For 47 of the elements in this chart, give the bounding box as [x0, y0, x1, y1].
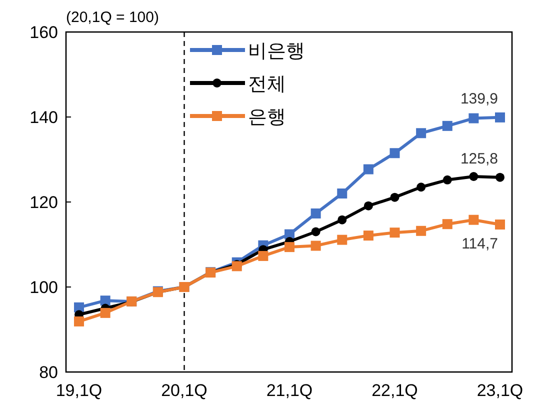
point — [442, 219, 452, 230]
point — [416, 226, 426, 236]
point — [337, 188, 348, 198]
legend-label: 은행 — [248, 107, 286, 128]
point — [100, 296, 110, 306]
y-tick-label: 140 — [30, 108, 58, 127]
point — [390, 148, 400, 158]
point — [310, 240, 321, 251]
data-label: 139,9 — [460, 90, 498, 108]
point — [337, 234, 348, 245]
point — [363, 164, 374, 174]
point — [442, 120, 452, 131]
point — [310, 208, 321, 218]
point — [495, 220, 505, 230]
x-tick-label: 21,1Q — [266, 381, 313, 400]
y-tick-label: 120 — [30, 193, 58, 212]
point — [469, 172, 478, 181]
text: (20,1Q = 100) — [66, 9, 159, 26]
point — [311, 227, 320, 236]
point — [416, 128, 426, 138]
legend-label: 비은행 — [248, 41, 305, 62]
point — [338, 215, 347, 224]
x-tick-label: 20,1Q — [161, 381, 208, 400]
data-label: 114,7 — [462, 236, 498, 253]
point — [468, 214, 479, 225]
point — [495, 112, 505, 122]
y-tick-label: 80 — [39, 363, 58, 382]
y-tick-label: 100 — [30, 278, 58, 297]
y-tick-label: 160 — [30, 23, 58, 42]
x-tick-label: 22,1Q — [372, 381, 418, 400]
point — [284, 242, 294, 252]
point — [232, 261, 242, 272]
point — [468, 113, 479, 124]
point — [100, 308, 110, 318]
point — [442, 175, 452, 184]
point — [496, 172, 504, 182]
x-tick-label: 19,1Q — [56, 381, 102, 400]
data-label: 125,8 — [460, 150, 498, 168]
point — [74, 316, 84, 326]
point — [416, 182, 426, 192]
point — [390, 228, 400, 238]
x-tick-label: 23,1Q — [476, 381, 524, 400]
point — [363, 230, 374, 241]
point — [258, 250, 268, 261]
legend-label: 전체 — [248, 74, 286, 95]
point — [390, 192, 400, 202]
point — [364, 201, 373, 210]
